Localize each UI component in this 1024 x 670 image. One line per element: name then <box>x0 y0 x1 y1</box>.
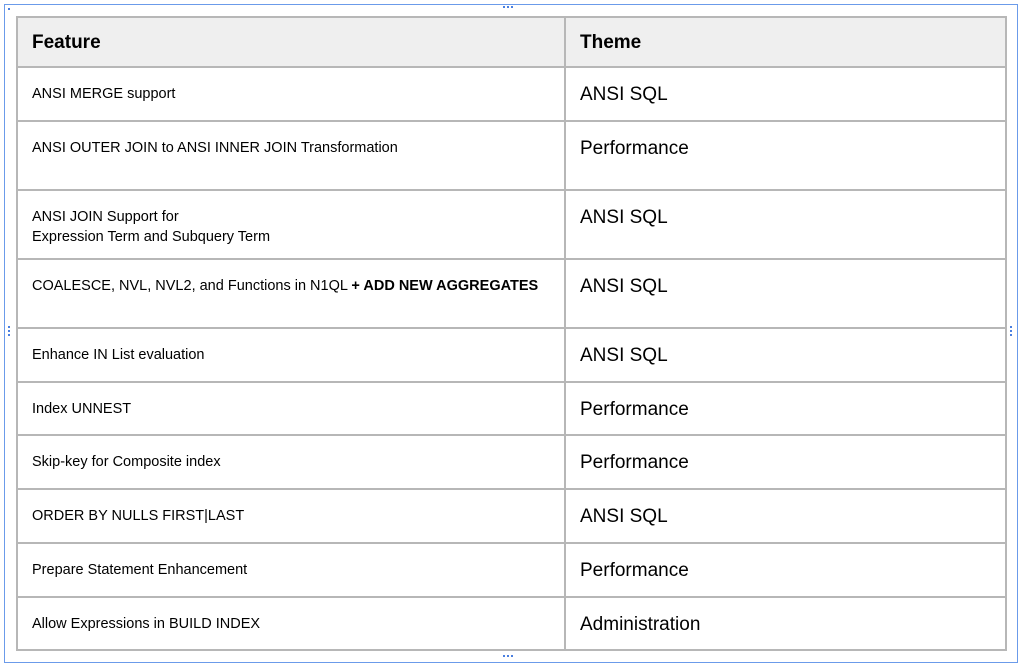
feature-text: Enhance IN List evaluation <box>32 347 205 363</box>
theme-text: Performance <box>580 138 689 159</box>
theme-cell[interactable]: ANSI SQL <box>564 189 1007 260</box>
table-row: ORDER BY NULLS FIRST|LAST ANSI SQL <box>16 488 1007 544</box>
feature-text: COALESCE, NVL, NVL2, and Functions in N1… <box>32 278 352 294</box>
table-selection-frame <box>4 4 1018 663</box>
theme-text: Performance <box>580 399 689 420</box>
theme-text: Performance <box>580 560 689 581</box>
theme-cell[interactable]: ANSI SQL <box>564 258 1007 329</box>
theme-text: Performance <box>580 452 689 473</box>
header-theme[interactable]: Theme <box>564 16 1007 68</box>
feature-cell[interactable]: COALESCE, NVL, NVL2, and Functions in N1… <box>16 258 566 329</box>
table-row: Allow Expressions in BUILD INDEX Administ… <box>16 596 1007 651</box>
feature-text: ANSI OUTER JOIN to ANSI INNER JOIN Trans… <box>32 140 398 156</box>
theme-text: Administration <box>580 614 701 635</box>
theme-cell[interactable]: Performance <box>564 542 1007 598</box>
theme-cell[interactable]: Performance <box>564 434 1007 490</box>
feature-bold-text: + ADD NEW AGGREGATES <box>351 278 539 294</box>
feature-text: Prepare Statement Enhancement <box>32 562 248 578</box>
header-feature[interactable]: Feature <box>16 16 566 68</box>
bottom-resize-handle[interactable] <box>503 650 515 660</box>
feature-cell[interactable]: Index UNNEST <box>16 381 566 436</box>
feature-cell[interactable]: Prepare Statement Enhancement <box>16 542 566 598</box>
theme-text: ANSI SQL <box>580 345 668 366</box>
feature-cell[interactable]: Skip-key for Composite index <box>16 434 566 490</box>
table-row: ANSI MERGE support ANSI SQL <box>16 66 1007 122</box>
table-row: COALESCE, NVL, NVL2, and Functions in N1… <box>16 258 1007 329</box>
feature-text: ORDER BY NULLS FIRST|LAST <box>32 508 245 524</box>
feature-text: ANSI MERGE support <box>32 86 176 102</box>
left-resize-handle[interactable] <box>8 326 11 338</box>
theme-cell[interactable]: ANSI SQL <box>564 66 1007 122</box>
feature-text: Skip-key for Composite index <box>32 454 221 470</box>
table-row: ANSI JOIN Support for Expression Term and… <box>16 189 1007 260</box>
table-row: Enhance IN List evaluation ANSI SQL <box>16 327 1007 383</box>
feature-theme-table: Feature Theme ANSI MERGE support ANSI SQL… <box>16 16 1007 651</box>
feature-cell[interactable]: ANSI OUTER JOIN to ANSI INNER JOIN Trans… <box>16 120 566 191</box>
theme-cell[interactable]: Performance <box>564 120 1007 191</box>
feature-text: Index UNNEST <box>32 401 132 417</box>
feature-text: Allow Expressions in BUILD INDEX <box>32 616 261 632</box>
table-row: Skip-key for Composite index Performance <box>16 434 1007 490</box>
table-row: Index UNNEST Performance <box>16 381 1007 436</box>
corner-handle[interactable] <box>8 8 10 10</box>
feature-cell[interactable]: Enhance IN List evaluation <box>16 327 566 383</box>
right-resize-handle[interactable] <box>1010 326 1013 338</box>
feature-text-line2: Expression Term and Subquery Term <box>32 229 271 245</box>
feature-cell[interactable]: ORDER BY NULLS FIRST|LAST <box>16 488 566 544</box>
theme-cell[interactable]: ANSI SQL <box>564 488 1007 544</box>
theme-cell[interactable]: Administration <box>564 596 1007 651</box>
theme-text: ANSI SQL <box>580 276 668 297</box>
table-row: Prepare Statement Enhancement Performance <box>16 542 1007 598</box>
theme-text: ANSI SQL <box>580 207 668 228</box>
theme-cell[interactable]: ANSI SQL <box>564 327 1007 383</box>
feature-cell[interactable]: Allow Expressions in BUILD INDEX <box>16 596 566 651</box>
theme-text: ANSI SQL <box>580 84 668 105</box>
feature-text: ANSI JOIN Support for <box>32 209 179 225</box>
feature-cell[interactable]: ANSI JOIN Support for Expression Term and… <box>16 189 566 260</box>
theme-text: ANSI SQL <box>580 506 668 527</box>
top-resize-handle[interactable] <box>503 1 515 11</box>
theme-cell[interactable]: Performance <box>564 381 1007 436</box>
header-row: Feature Theme <box>16 16 1007 68</box>
table-row: ANSI OUTER JOIN to ANSI INNER JOIN Trans… <box>16 120 1007 191</box>
feature-cell[interactable]: ANSI MERGE support <box>16 66 566 122</box>
